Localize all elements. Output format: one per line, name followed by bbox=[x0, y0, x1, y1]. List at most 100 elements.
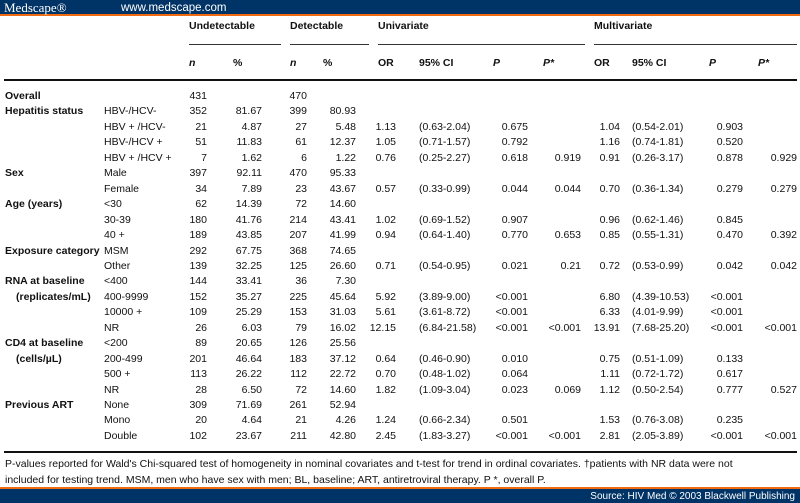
multi-pstar: <0.001 bbox=[764, 429, 797, 442]
footnote-line-1: P-values reported for Wald's Chi-squared… bbox=[5, 458, 733, 470]
uni-ci: (0.69-1.52) bbox=[419, 213, 471, 226]
col-ci: 95% CI bbox=[419, 57, 454, 69]
group-undetectable: Undetectable bbox=[189, 20, 255, 32]
undet-pct: 20.65 bbox=[235, 337, 262, 350]
col-n: n bbox=[189, 57, 196, 69]
det-n: 211 bbox=[290, 429, 307, 442]
uni-p: 0.064 bbox=[501, 368, 528, 381]
col-pct: % bbox=[233, 57, 243, 69]
footer-bar: Source: HIV Med © 2003 Blackwell Publish… bbox=[0, 487, 800, 503]
col-or: OR bbox=[378, 57, 394, 69]
row-sublabel: <400 bbox=[104, 275, 128, 288]
row-sublabel: 30-39 bbox=[104, 213, 131, 226]
uni-p: 0.907 bbox=[501, 213, 528, 226]
uni-or: 1.82 bbox=[375, 383, 396, 396]
det-n: 61 bbox=[295, 136, 307, 149]
det-pct: 14.60 bbox=[329, 198, 356, 211]
det-n: 21 bbox=[295, 414, 307, 427]
row-sublabel: MSM bbox=[104, 244, 129, 257]
det-n: 368 bbox=[289, 244, 307, 257]
undet-pct: 4.87 bbox=[241, 120, 262, 133]
det-n: 470 bbox=[289, 90, 307, 102]
uni-ci: (0.33-0.99) bbox=[419, 182, 471, 195]
uni-or: 0.57 bbox=[375, 182, 396, 195]
undet-n: 102 bbox=[189, 429, 207, 442]
uni-p: 0.618 bbox=[501, 151, 528, 164]
row-sublabel: HBV + /HCV + bbox=[104, 151, 172, 164]
uni-or: 0.76 bbox=[375, 151, 396, 164]
multi-p: 0.903 bbox=[716, 120, 743, 133]
det-n: 125 bbox=[289, 259, 307, 272]
row-label: Overall bbox=[5, 90, 41, 102]
uni-ci: (3.61-8.72) bbox=[419, 306, 471, 319]
multi-or: 0.70 bbox=[599, 182, 620, 195]
group-multivariate: Multivariate bbox=[594, 20, 653, 32]
undet-pct: 41.76 bbox=[235, 213, 262, 226]
row-label: Hepatitis status bbox=[5, 105, 84, 118]
multi-ci: (4.39-10.53) bbox=[632, 290, 690, 303]
multi-pstar: 0.392 bbox=[770, 229, 797, 242]
uni-ci: (0.66-2.34) bbox=[419, 414, 471, 427]
undet-n: 28 bbox=[195, 383, 207, 396]
multi-ci: (0.62-1.46) bbox=[632, 213, 684, 226]
multi-or: 13.91 bbox=[593, 321, 620, 334]
uni-or: 1.24 bbox=[375, 414, 396, 427]
det-pct: 7.30 bbox=[335, 275, 356, 288]
undet-pct: 4.64 bbox=[241, 414, 262, 427]
multi-ci: (2.05-3.89) bbox=[632, 429, 684, 442]
uni-ci: (1.83-3.27) bbox=[419, 429, 471, 442]
undet-pct: 25.29 bbox=[235, 306, 262, 319]
uni-pstar: <0.001 bbox=[548, 321, 581, 334]
det-n: 27 bbox=[295, 120, 307, 133]
site-url[interactable]: www.medscape.com bbox=[121, 2, 227, 14]
undet-pct: 46.64 bbox=[235, 352, 262, 365]
undet-n: 34 bbox=[195, 182, 207, 195]
multi-p: 0.878 bbox=[716, 151, 743, 164]
footnote-line-2: included for testing trend. MSM, men who… bbox=[5, 474, 546, 486]
uni-ci: (1.09-3.04) bbox=[419, 383, 471, 396]
multi-or: 2.81 bbox=[599, 429, 620, 442]
multi-p: 0.133 bbox=[716, 352, 743, 365]
det-n: 72 bbox=[295, 383, 307, 396]
det-n: 153 bbox=[289, 306, 307, 319]
undet-n: 20 bbox=[195, 414, 207, 427]
undet-n: 201 bbox=[189, 352, 207, 365]
multi-p: <0.001 bbox=[710, 290, 743, 303]
row-sublabel: HBV-/HCV + bbox=[104, 136, 163, 149]
undet-n: 21 bbox=[195, 120, 207, 133]
row-label: RNA at baseline bbox=[5, 275, 85, 288]
uni-p: 0.021 bbox=[501, 259, 528, 272]
row-label: CD4 at baseline bbox=[5, 337, 84, 350]
undet-n: 189 bbox=[189, 229, 207, 242]
row-sublabel: 500 + bbox=[104, 368, 131, 381]
undet-n: 144 bbox=[189, 275, 207, 288]
row-label: Exposure category bbox=[5, 244, 100, 257]
undet-n: 397 bbox=[189, 167, 207, 180]
row-sublabel: Female bbox=[104, 182, 140, 195]
undet-n: 26 bbox=[195, 321, 207, 334]
header-bar: Medscape® www.medscape.com bbox=[0, 0, 800, 16]
det-pct: 12.37 bbox=[329, 136, 356, 149]
uni-p: <0.001 bbox=[495, 306, 528, 319]
uni-or: 1.05 bbox=[375, 136, 396, 149]
undet-pct: 71.69 bbox=[235, 399, 262, 411]
row-sublabel: <30 bbox=[104, 198, 122, 211]
det-pct: 31.03 bbox=[329, 306, 356, 319]
multi-ci: (0.74-1.81) bbox=[632, 136, 684, 149]
det-pct: 80.93 bbox=[329, 105, 356, 118]
row-sublabel: 400-9999 bbox=[104, 290, 149, 303]
undet-pct: 1.62 bbox=[241, 151, 262, 164]
multi-pstar: 0.929 bbox=[770, 151, 797, 164]
undet-n: 139 bbox=[189, 259, 207, 272]
uni-pstar: 0.069 bbox=[554, 383, 581, 396]
undet-n: 352 bbox=[189, 105, 207, 118]
undet-pct: 81.67 bbox=[235, 105, 262, 118]
det-pct: 26.60 bbox=[329, 259, 356, 272]
det-n: 261 bbox=[289, 399, 307, 411]
col-pstar: P* bbox=[543, 57, 555, 69]
multi-p: 0.777 bbox=[716, 383, 743, 396]
multi-p: 0.845 bbox=[716, 213, 743, 226]
group-rule bbox=[189, 44, 281, 45]
undet-pct: 6.03 bbox=[241, 321, 262, 334]
multi-p: 0.042 bbox=[716, 259, 743, 272]
